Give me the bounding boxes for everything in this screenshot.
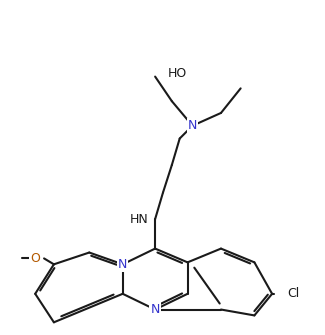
Text: N: N (118, 258, 127, 271)
Text: Cl: Cl (287, 287, 299, 300)
Text: HN: HN (129, 213, 148, 225)
Text: N: N (188, 119, 197, 132)
Text: O: O (30, 252, 40, 265)
Text: N: N (150, 303, 160, 316)
Text: HO: HO (168, 67, 187, 80)
